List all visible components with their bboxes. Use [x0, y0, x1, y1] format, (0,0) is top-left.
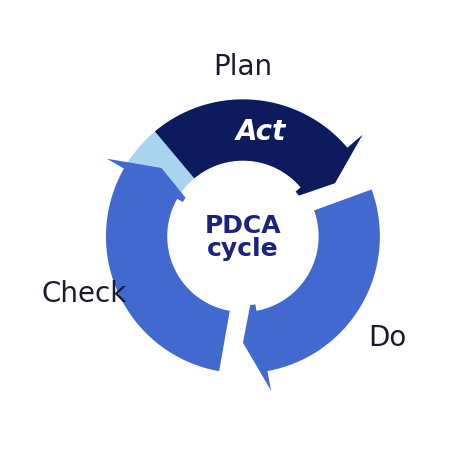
Circle shape — [174, 168, 311, 305]
Text: cycle: cycle — [207, 237, 279, 261]
Text: Act: Act — [236, 117, 287, 146]
Polygon shape — [124, 99, 363, 200]
Text: Check: Check — [41, 280, 127, 308]
Polygon shape — [243, 190, 380, 391]
Polygon shape — [155, 99, 363, 200]
Text: Do: Do — [368, 323, 407, 351]
Text: Plan: Plan — [213, 53, 273, 81]
Text: PDCA: PDCA — [205, 213, 281, 238]
Polygon shape — [106, 159, 230, 371]
